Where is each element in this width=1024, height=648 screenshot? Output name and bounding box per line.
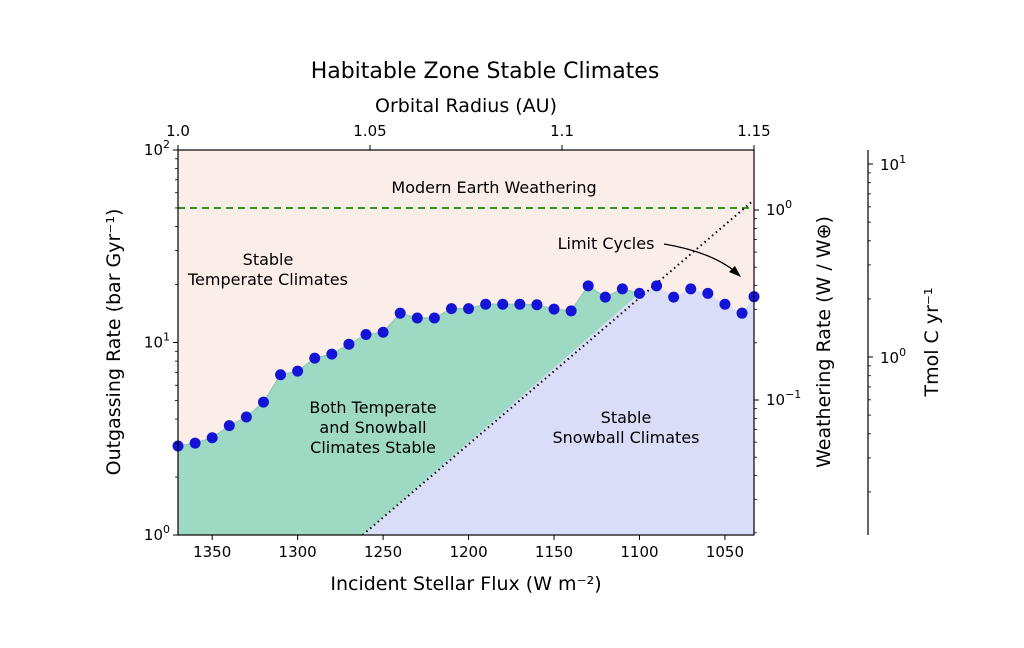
- top-x-tick-label: 1.0: [166, 122, 190, 140]
- annotation-stable-snowball: Stable: [601, 408, 652, 427]
- annotation-limit-cycles: Limit Cycles: [558, 234, 655, 253]
- top-x-tick-label: 1.05: [353, 122, 386, 140]
- annotation-stable-temperate: Temperate Climates: [187, 270, 348, 289]
- limit-cycle-boundary-line: [361, 199, 754, 535]
- boundary-point: [257, 396, 269, 408]
- annotation-both-stable: Both Temperate: [309, 398, 436, 417]
- region-stable-snowball: [362, 285, 754, 535]
- boundary-point: [480, 298, 492, 310]
- boundary-point: [275, 369, 287, 381]
- limit-cycle-point: [736, 307, 748, 319]
- limit-cycle-point: [719, 298, 731, 310]
- right-y-axis-label: Weathering Rate (W / W⊕): [813, 216, 835, 468]
- x-tick-label: 1250: [364, 543, 402, 561]
- x-tick-label: 1350: [193, 543, 231, 561]
- y-tick-label: 101: [144, 331, 170, 352]
- annotation-both-stable: and Snowball: [319, 418, 426, 437]
- top-x-axis-label: Orbital Radius (AU): [375, 95, 557, 117]
- x-tick-label: 1300: [279, 543, 317, 561]
- boundary-point: [411, 312, 423, 324]
- boundary-point: [240, 411, 252, 423]
- limit-cycle-point: [685, 283, 697, 295]
- right-y-tick-label: 10−1: [766, 388, 801, 409]
- boundary-point: [343, 338, 355, 350]
- boundary-line: [178, 284, 640, 447]
- annotation-stable-temperate: Stable: [243, 250, 294, 269]
- x-tick-label: 1100: [620, 543, 658, 561]
- limit-cycle-point: [651, 280, 663, 292]
- boundary-point: [377, 326, 389, 338]
- annotation-stable-snowball: Snowball Climates: [552, 428, 699, 447]
- boundary-point: [531, 299, 543, 311]
- boundary-point: [326, 348, 338, 360]
- boundary-point: [206, 432, 218, 444]
- plot-regions: [178, 150, 754, 535]
- boundary-point: [633, 287, 645, 299]
- x-tick-label: 1150: [535, 543, 573, 561]
- y-tick-label: 100: [144, 523, 170, 544]
- x-tick-label: 1050: [706, 543, 744, 561]
- boundary-point: [514, 298, 526, 310]
- boundary-point: [599, 291, 611, 303]
- x-axis-label: Incident Stellar Flux (W m⁻²): [330, 573, 601, 595]
- limit-cycle-point: [668, 291, 680, 303]
- boundary-point: [445, 303, 457, 315]
- top-x-tick-label: 1.15: [737, 122, 770, 140]
- region-both-stable: [178, 285, 640, 535]
- annotation-modern-earth: Modern Earth Weathering: [391, 178, 596, 197]
- boundary-point: [548, 303, 560, 315]
- boundary-point: [497, 298, 509, 310]
- far-right-y-axis-label: Tmol C yr⁻¹: [921, 287, 943, 397]
- boundary-point: [616, 283, 628, 295]
- boundary-point: [223, 420, 235, 432]
- plot-area: 1350 1300 1250 1200 1150 1100 1050 1.0 1.05 1.1 1.…: [144, 122, 906, 561]
- limit-cycle-point: [702, 287, 714, 299]
- annotation-both-stable: Climates Stable: [310, 438, 436, 457]
- boundary-point: [309, 352, 321, 364]
- top-x-tick-label: 1.1: [550, 122, 574, 140]
- boundary-point: [582, 280, 594, 292]
- right-y-tick-label: 100: [766, 198, 792, 219]
- boundary-point: [292, 365, 304, 377]
- limit-cycles-arrowhead: [729, 266, 741, 277]
- y-tick-label: 102: [144, 138, 170, 159]
- far-right-tick-label: 100: [880, 346, 906, 367]
- boundary-point: [189, 437, 201, 449]
- boundary-point: [360, 329, 372, 341]
- boundary-point: [394, 307, 406, 319]
- boundary-point: [428, 312, 440, 324]
- y-axis-label: Outgassing Rate (bar Gyr⁻¹): [103, 209, 125, 476]
- boundary-point: [463, 303, 475, 315]
- chart-title: Habitable Zone Stable Climates: [311, 59, 660, 84]
- far-right-tick-label: 101: [880, 153, 906, 174]
- boundary-point: [565, 305, 577, 317]
- x-tick-label: 1200: [449, 543, 487, 561]
